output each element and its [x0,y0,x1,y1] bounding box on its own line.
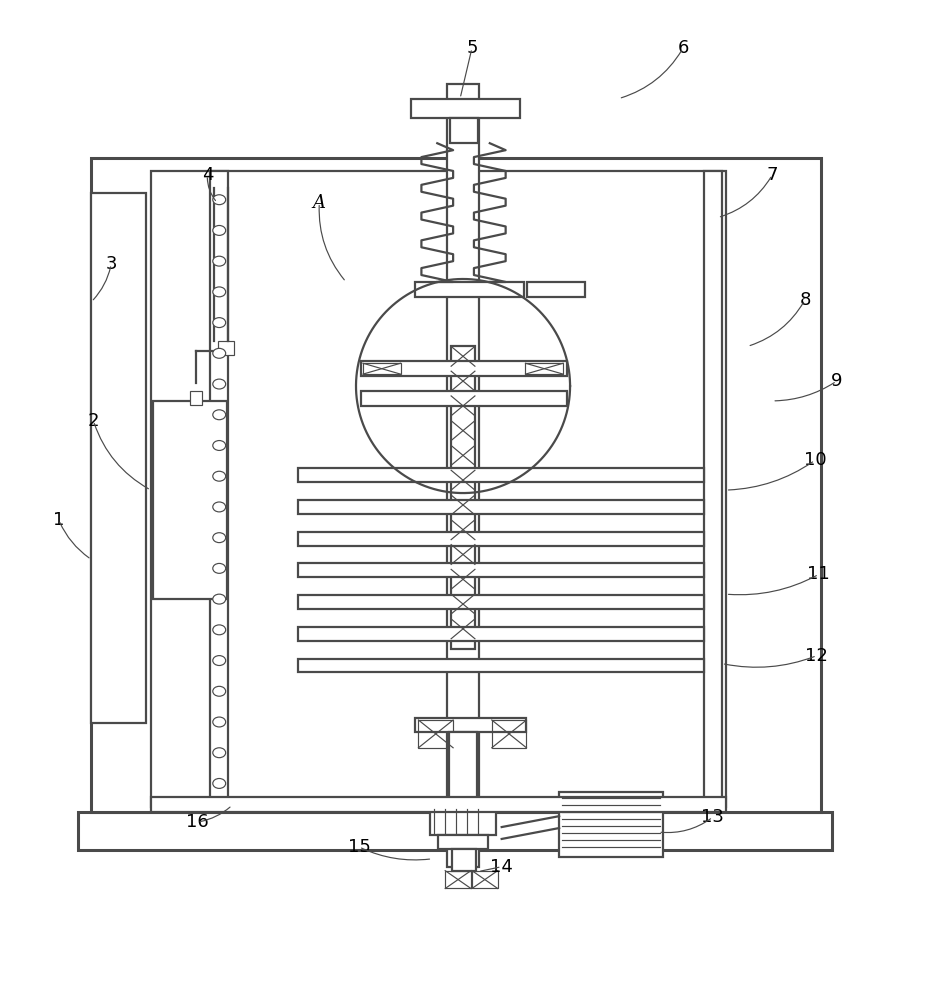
Ellipse shape [213,778,226,788]
Text: 3: 3 [105,255,117,273]
Ellipse shape [213,748,226,758]
Bar [298,595,703,609]
Bar [418,720,453,748]
Ellipse shape [213,410,226,420]
Ellipse shape [213,471,226,481]
Bar [559,792,663,857]
Text: 14: 14 [490,858,513,876]
Bar [445,871,471,888]
Bar [218,341,234,355]
Bar [78,812,831,850]
Bar [361,391,567,406]
Bar [415,718,526,732]
Ellipse shape [213,625,226,635]
Bar [525,363,564,374]
Bar [527,282,585,297]
Text: 15: 15 [347,838,370,856]
Bar [210,171,229,807]
Text: 13: 13 [702,808,724,826]
Bar [430,807,495,835]
Bar [472,871,497,888]
Ellipse shape [213,225,226,235]
Bar [91,193,146,723]
Ellipse shape [213,563,226,573]
Bar [449,732,477,806]
Ellipse shape [213,533,226,543]
Text: 5: 5 [466,39,478,57]
Bar [453,849,476,871]
Text: 7: 7 [767,166,778,184]
Text: 6: 6 [677,39,689,57]
Bar [298,500,703,514]
Bar [703,171,722,807]
Text: 11: 11 [807,565,830,583]
Bar [363,363,400,374]
Ellipse shape [213,379,226,389]
Ellipse shape [213,656,226,666]
Bar [447,84,479,867]
Ellipse shape [213,287,226,297]
Ellipse shape [213,441,226,450]
Text: 16: 16 [186,813,209,831]
Text: 2: 2 [88,412,99,430]
Bar [91,158,821,812]
Text: 12: 12 [805,647,829,665]
Ellipse shape [213,717,226,727]
Text: 9: 9 [831,372,842,390]
Bar [153,401,227,599]
Ellipse shape [213,594,226,604]
Text: 1: 1 [53,511,64,529]
Bar [298,532,703,546]
Text: 10: 10 [803,451,827,469]
Bar [450,118,478,143]
Bar [298,468,703,482]
Ellipse shape [213,686,226,696]
Bar [492,720,526,748]
Bar [415,282,524,297]
Bar [151,797,726,812]
Ellipse shape [213,318,226,328]
Bar [298,627,703,641]
Bar [298,659,703,672]
Bar [151,171,726,807]
Bar [361,361,567,376]
Ellipse shape [213,502,226,512]
Text: A: A [313,194,326,212]
Bar [411,99,520,118]
Text: 8: 8 [800,291,811,309]
Text: 4: 4 [202,166,213,184]
Ellipse shape [213,348,226,358]
Bar [452,346,475,649]
Bar [298,563,703,577]
Bar [190,391,202,405]
Ellipse shape [213,195,226,205]
Bar [439,835,488,849]
Ellipse shape [213,256,226,266]
